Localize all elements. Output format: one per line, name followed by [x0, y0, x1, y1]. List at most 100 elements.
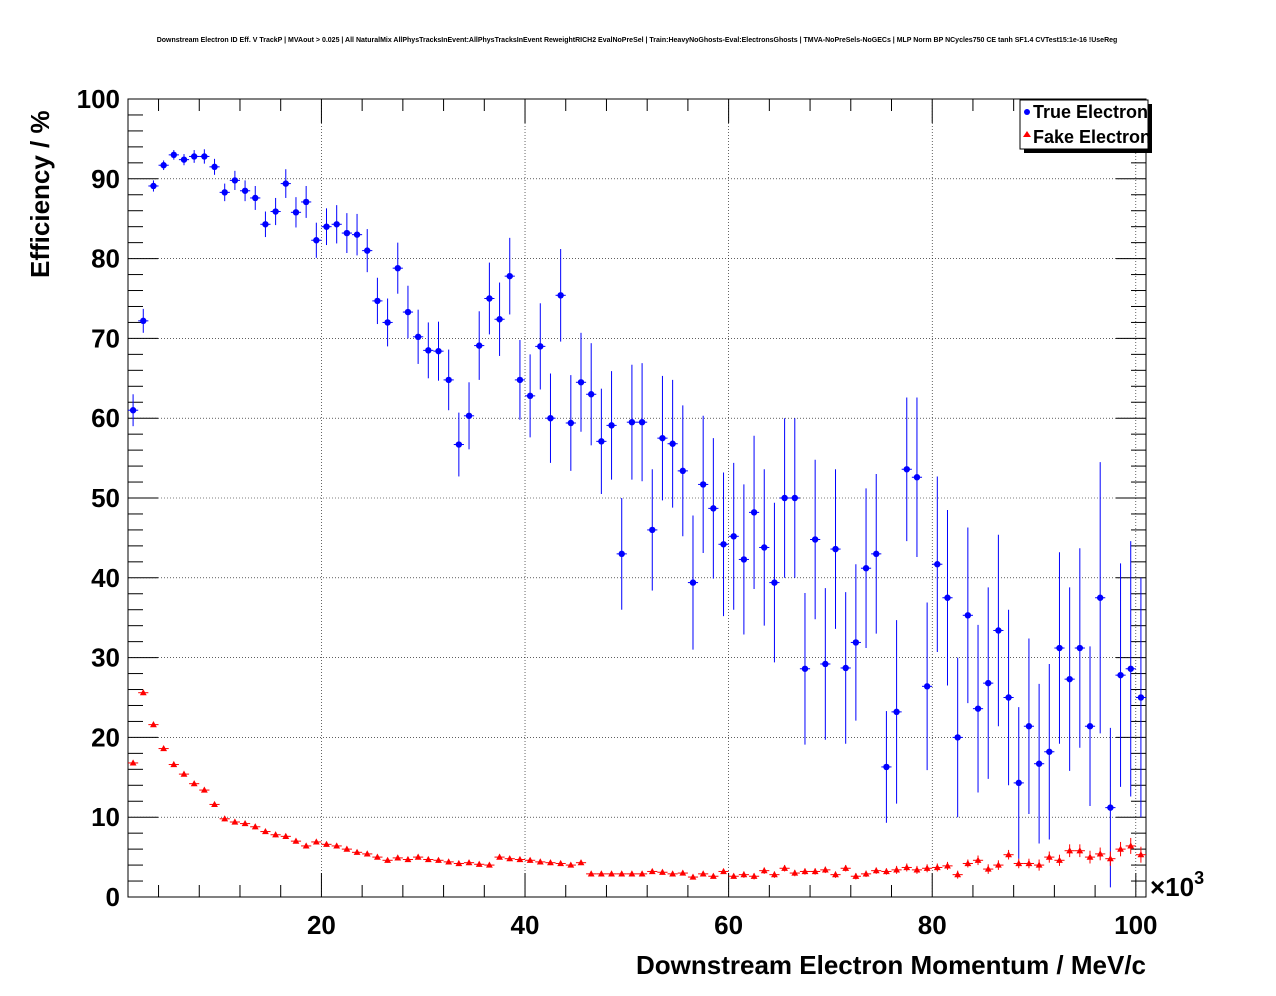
data-point	[923, 683, 931, 690]
data-point	[913, 866, 921, 873]
data-point	[302, 842, 310, 849]
data-point	[414, 853, 422, 860]
data-point	[435, 856, 442, 863]
data-point	[964, 859, 972, 867]
series-fake-electron	[128, 689, 1146, 880]
data-point	[709, 872, 717, 879]
data-point	[404, 855, 412, 863]
data-point	[536, 858, 544, 865]
data-point	[526, 856, 534, 863]
data-point	[791, 869, 799, 876]
data-point	[913, 474, 921, 481]
data-point	[496, 316, 503, 323]
data-point	[211, 163, 218, 171]
grid	[128, 99, 1146, 897]
data-point	[1015, 779, 1022, 787]
data-point	[475, 860, 483, 867]
y-tick-label: 10	[91, 802, 120, 832]
data-point	[821, 866, 829, 873]
data-point	[577, 379, 585, 386]
y-tick-label: 60	[91, 403, 120, 433]
data-point	[150, 721, 157, 728]
data-point	[160, 744, 168, 752]
data-point	[312, 838, 320, 845]
data-point	[1076, 644, 1084, 652]
legend-box	[1019, 99, 1149, 150]
data-point	[649, 526, 656, 534]
data-point	[1056, 856, 1063, 863]
x-axis-label: Downstream Electron Momentum / MeV/c	[636, 950, 1146, 980]
data-point	[292, 837, 300, 844]
data-point	[1117, 671, 1124, 679]
data-point	[1005, 694, 1012, 701]
data-point	[638, 870, 646, 877]
data-point	[598, 438, 605, 445]
data-point	[476, 342, 483, 349]
data-point	[740, 556, 748, 563]
y-tick-label: 0	[106, 882, 120, 912]
data-point	[363, 850, 371, 857]
y-axis-label: Efficiency / %	[25, 110, 55, 278]
legend-label-fake-electron: Fake Electron	[1033, 127, 1151, 147]
data-point	[1066, 847, 1074, 854]
data-point	[842, 664, 849, 672]
legend: True Electron Fake Electron	[1019, 99, 1152, 153]
data-point	[832, 545, 839, 553]
data-point	[547, 859, 554, 866]
data-point	[730, 872, 738, 879]
data-point	[1137, 694, 1145, 701]
data-point	[1127, 665, 1134, 672]
data-point	[1025, 859, 1033, 867]
data-point	[903, 466, 910, 473]
y-tick-label: 80	[91, 244, 120, 274]
data-point	[1127, 842, 1135, 849]
data-point	[323, 223, 330, 230]
data-point	[944, 862, 951, 869]
data-point	[251, 823, 259, 830]
data-point	[679, 467, 687, 475]
data-point	[872, 867, 880, 874]
data-point	[1117, 845, 1124, 852]
data-point	[995, 627, 1002, 634]
data-point	[964, 612, 972, 619]
data-point	[323, 840, 330, 847]
data-point	[241, 819, 249, 827]
data-point	[1086, 723, 1094, 730]
data-point	[974, 705, 982, 712]
data-point	[862, 565, 870, 572]
x-exponent-power: 3	[1194, 868, 1204, 888]
y-tick-labels: 0 10 20 30 40 50 60 70 80 90 100	[77, 84, 120, 912]
data-point	[526, 392, 534, 400]
data-point	[862, 870, 870, 877]
data-point	[424, 855, 432, 863]
data-point	[1056, 644, 1063, 652]
data-point	[1046, 748, 1053, 755]
data-point	[252, 194, 259, 202]
data-point	[272, 208, 279, 215]
data-point	[893, 708, 900, 716]
x-axis-exponent: ×103	[1150, 868, 1204, 902]
data-point	[933, 863, 941, 871]
data-point	[333, 221, 340, 228]
data-point	[689, 579, 697, 586]
data-point	[954, 871, 962, 878]
data-point	[374, 853, 381, 860]
data-point	[384, 856, 391, 863]
y-tick-label: 100	[77, 84, 120, 114]
data-point	[180, 156, 188, 163]
data-point	[628, 418, 636, 426]
data-point	[221, 189, 228, 196]
data-point	[1076, 847, 1084, 854]
data-point	[608, 870, 615, 877]
data-point	[750, 872, 758, 879]
data-point	[231, 818, 239, 825]
data-point	[801, 867, 809, 875]
data-point	[923, 864, 931, 871]
series-true-electron	[128, 149, 1146, 888]
data-point	[699, 870, 707, 877]
data-point	[822, 660, 829, 668]
data-point	[567, 419, 575, 427]
data-point	[485, 861, 493, 868]
data-point	[852, 639, 860, 646]
data-point	[750, 509, 758, 516]
